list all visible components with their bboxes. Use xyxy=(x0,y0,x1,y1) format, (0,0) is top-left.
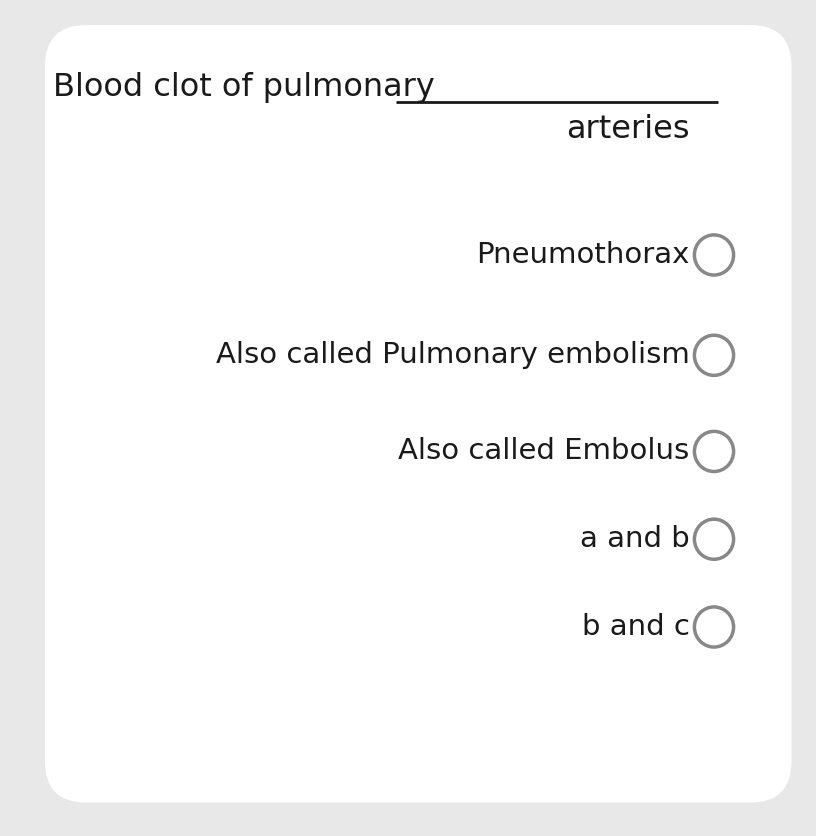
Circle shape xyxy=(694,431,734,472)
Text: Also called Pulmonary embolism: Also called Pulmonary embolism xyxy=(215,341,690,370)
Circle shape xyxy=(694,235,734,275)
Text: Also called Embolus: Also called Embolus xyxy=(398,437,690,466)
Text: Blood clot of pulmonary: Blood clot of pulmonary xyxy=(53,72,435,104)
Text: arteries: arteries xyxy=(565,114,690,145)
Circle shape xyxy=(694,607,734,647)
Circle shape xyxy=(694,335,734,375)
Text: a and b: a and b xyxy=(580,525,690,553)
Circle shape xyxy=(694,519,734,559)
Text: Pneumothorax: Pneumothorax xyxy=(477,241,690,269)
Text: b and c: b and c xyxy=(582,613,690,641)
FancyBboxPatch shape xyxy=(45,25,792,803)
